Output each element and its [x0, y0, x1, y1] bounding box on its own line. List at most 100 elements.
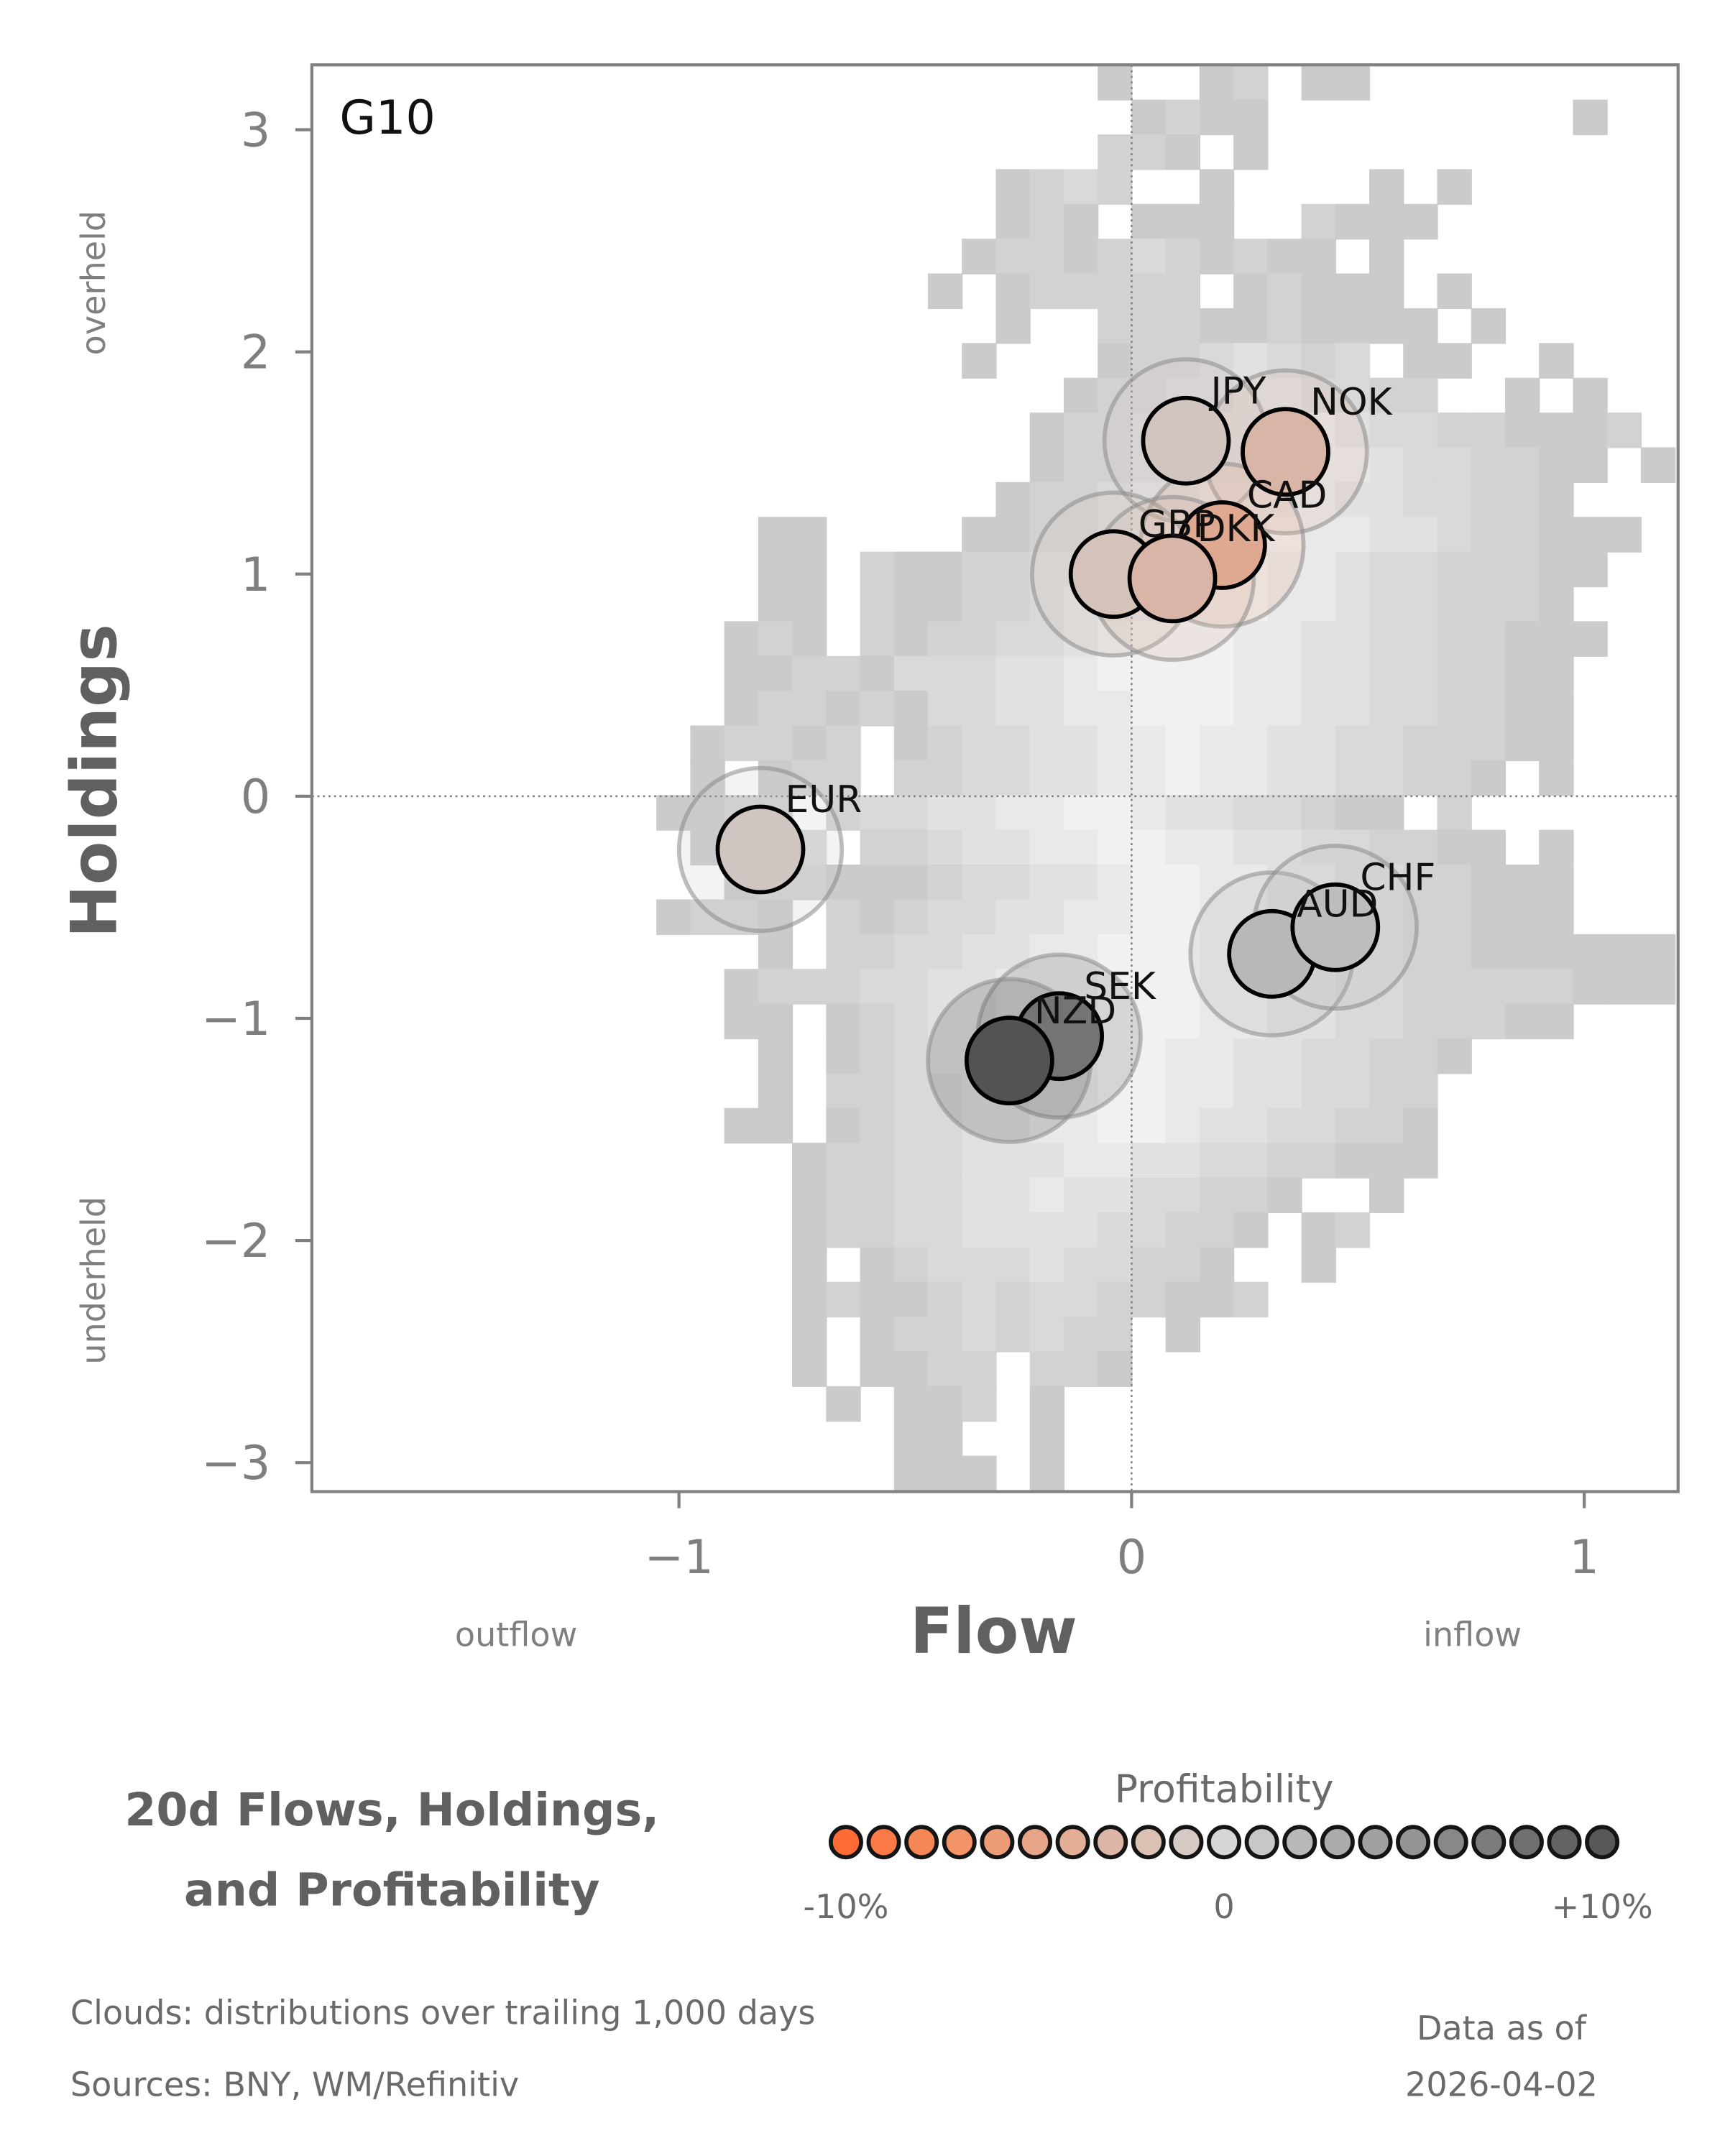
cloud-cell — [1437, 343, 1472, 379]
cloud-cell — [1267, 1038, 1302, 1074]
cloud-cell — [1369, 795, 1404, 831]
label-nzd: NZD — [1034, 990, 1116, 1033]
cloud-cell — [1267, 795, 1302, 831]
cloud-cell — [1301, 655, 1336, 692]
cloud-cell — [1369, 865, 1404, 900]
cloud-cell — [995, 1107, 1031, 1144]
cloud-cell — [1063, 1247, 1099, 1283]
legend-color-scale — [828, 1825, 1620, 1860]
cloud-cell — [1098, 760, 1133, 796]
cloud-cell — [1233, 760, 1269, 796]
marker-chf[interactable] — [1290, 882, 1381, 972]
cloud-cell — [1301, 1212, 1336, 1248]
cloud-cell — [792, 725, 827, 762]
cloud-cell — [758, 621, 794, 657]
cloud-cell — [995, 655, 1031, 692]
marker-nok[interactable] — [1241, 407, 1330, 497]
cloud-cell — [1403, 1038, 1438, 1074]
cloud-cell — [792, 621, 827, 657]
cloud-cell — [1504, 447, 1540, 483]
cloud-cell — [1471, 865, 1506, 900]
cloud-cell — [893, 1351, 929, 1387]
cloud-cell — [1573, 969, 1608, 1005]
cloud-cell — [1098, 1247, 1133, 1283]
cloud-cell — [1267, 621, 1302, 657]
cloud-cell — [1029, 413, 1065, 448]
cloud-cell — [1403, 203, 1438, 240]
marker-jpy[interactable] — [1141, 395, 1231, 486]
marker-eur[interactable] — [715, 804, 806, 895]
cloud-cell — [1539, 969, 1574, 1005]
cloud-cell — [1369, 169, 1404, 205]
cloud-cell — [1335, 203, 1371, 240]
cloud-cell — [1403, 1143, 1438, 1179]
cloud-cell — [1199, 1073, 1235, 1109]
cloud-cell — [1539, 934, 1574, 970]
cloud-cell — [792, 1317, 827, 1353]
cloud-cell — [758, 1107, 794, 1144]
legend-swatch — [942, 1825, 977, 1860]
cloud-cell — [1335, 795, 1371, 831]
x-tick-label: 1 — [1569, 1530, 1599, 1585]
cloud-cell — [995, 1177, 1031, 1214]
cloud-cell — [928, 865, 963, 900]
cloud-cell — [860, 829, 895, 866]
cloud-cell — [1369, 447, 1404, 483]
legend-swatch — [1093, 1825, 1128, 1860]
legend-swatch — [1396, 1825, 1431, 1860]
cloud-cell — [1267, 691, 1302, 727]
cloud-cell — [860, 1038, 895, 1074]
cloud-cell — [1098, 273, 1133, 310]
marker-nzd[interactable] — [964, 1015, 1054, 1106]
cloud-cell — [758, 551, 794, 588]
cloud-cell — [1029, 1247, 1065, 1283]
cloud-cell — [1029, 865, 1065, 900]
cloud-cell — [1335, 343, 1371, 379]
label-gbp: GBP — [1138, 503, 1215, 546]
cloud-cell — [1437, 482, 1472, 518]
cloud-cell — [962, 829, 997, 866]
cloud-cell — [1029, 273, 1065, 310]
cloud-cell — [962, 865, 997, 900]
marker-dkk[interactable] — [1127, 533, 1218, 624]
cloud-cell — [1233, 1281, 1269, 1318]
cloud-cell — [893, 586, 929, 622]
cloud-cell — [893, 899, 929, 935]
cloud-cell — [1233, 273, 1269, 310]
panel-label: G10 — [339, 91, 436, 145]
cloud-cell — [893, 1212, 929, 1248]
cloud-cell — [1403, 551, 1438, 588]
cloud-cell — [1267, 1177, 1302, 1214]
cloud-cell — [928, 1281, 963, 1318]
legend-swatch — [1471, 1825, 1506, 1860]
cloud-cell — [860, 795, 895, 831]
cloud-cell — [1029, 1177, 1065, 1214]
cloud-cell — [690, 899, 725, 935]
cloud-cell — [1267, 725, 1302, 762]
legend-swatch — [1509, 1825, 1544, 1860]
cloud-cell — [1199, 1247, 1235, 1283]
cloud-cell — [1131, 865, 1167, 900]
legend-swatch — [1018, 1825, 1052, 1860]
cloud-cell — [1233, 795, 1269, 831]
cloud-cell — [928, 1038, 963, 1074]
cloud-cell — [1539, 760, 1574, 796]
cloud-cell — [1165, 1317, 1201, 1353]
cloud-cell — [724, 1003, 759, 1040]
cloud-cell — [1335, 551, 1371, 588]
cloud-cell — [792, 969, 827, 1005]
cloud-cell — [1131, 1281, 1167, 1318]
x-axis-ticks: −1 0 1 — [645, 1491, 1599, 1585]
cloud-cell — [1369, 517, 1404, 553]
cloud-cell — [1335, 725, 1371, 762]
cloud-cell — [1437, 934, 1472, 970]
cloud-cell — [1131, 273, 1167, 310]
cloud-cell — [1233, 65, 1269, 101]
cloud-cell — [1471, 621, 1506, 657]
cloud-cell — [1233, 134, 1269, 170]
cloud-cell — [962, 760, 997, 796]
cloud-cell — [893, 969, 929, 1005]
legend-swatch — [1585, 1825, 1620, 1860]
cloud-cell — [962, 795, 997, 831]
cloud-cell — [893, 1107, 929, 1144]
